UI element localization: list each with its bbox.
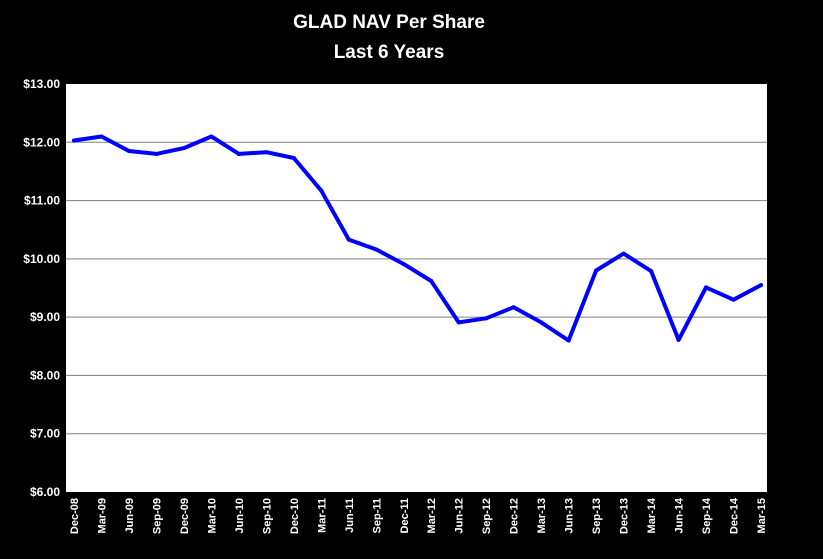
x-tick-label: Sep-11 bbox=[371, 498, 383, 533]
x-tick-label: Sep-12 bbox=[481, 498, 493, 534]
x-tick-label: Mar-09 bbox=[96, 498, 108, 533]
data-point bbox=[72, 138, 76, 143]
data-point bbox=[429, 279, 434, 284]
data-point bbox=[731, 297, 736, 302]
data-point bbox=[594, 268, 599, 273]
x-tick-label: Dec-14 bbox=[729, 497, 741, 534]
chart-title: GLAD NAV Per Share bbox=[293, 12, 485, 33]
x-tick-label: Sep-13 bbox=[591, 498, 603, 534]
y-tick-label: $9.00 bbox=[30, 310, 60, 324]
y-tick-label: $12.00 bbox=[23, 135, 60, 149]
y-tick-label: $13.00 bbox=[23, 77, 60, 91]
x-tick-label: Mar-11 bbox=[316, 498, 328, 533]
data-point bbox=[319, 188, 324, 193]
data-point bbox=[539, 320, 544, 325]
data-point bbox=[759, 283, 763, 288]
x-tick-label: Sep-14 bbox=[701, 497, 713, 534]
data-point bbox=[126, 149, 131, 154]
x-tick-label: Sep-10 bbox=[261, 498, 273, 534]
x-tick-label: Mar-10 bbox=[206, 498, 218, 533]
y-tick-label: $10.00 bbox=[23, 252, 60, 266]
x-tick-label: Mar-15 bbox=[756, 498, 768, 533]
data-point bbox=[99, 134, 104, 139]
data-point bbox=[291, 156, 296, 161]
data-point bbox=[676, 337, 681, 342]
data-point bbox=[456, 320, 461, 325]
data-point bbox=[401, 262, 406, 267]
x-tick-label: Jun-09 bbox=[124, 498, 136, 533]
gridlines bbox=[66, 141, 767, 435]
x-tick-label: Jun-12 bbox=[454, 498, 466, 533]
data-point bbox=[374, 247, 379, 252]
data-point bbox=[621, 251, 626, 256]
x-tick-label: Dec-12 bbox=[509, 498, 521, 534]
x-tick-label: Dec-10 bbox=[289, 498, 301, 534]
x-tick-label: Mar-12 bbox=[426, 498, 438, 533]
x-tick-label: Mar-14 bbox=[646, 497, 658, 533]
data-point bbox=[704, 285, 709, 290]
series-layer bbox=[72, 134, 763, 343]
x-tick-label: Mar-13 bbox=[536, 498, 548, 533]
data-point bbox=[649, 269, 654, 274]
data-point bbox=[154, 151, 159, 156]
x-tick-label: Jun-13 bbox=[564, 498, 576, 533]
plot-area bbox=[66, 84, 767, 492]
data-point bbox=[181, 146, 186, 151]
y-tick-label: $7.00 bbox=[30, 427, 60, 441]
data-point bbox=[264, 150, 269, 155]
x-tick-label: Jun-11 bbox=[344, 498, 356, 533]
x-tick-label: Jun-10 bbox=[234, 498, 246, 533]
data-point bbox=[346, 237, 351, 242]
x-tick-label: Sep-09 bbox=[151, 498, 163, 534]
x-tick-label: Dec-08 bbox=[69, 498, 81, 534]
y-tick-label: $8.00 bbox=[30, 368, 60, 382]
chart-subtitle: Last 6 Years bbox=[334, 42, 445, 63]
y-tick-label: $11.00 bbox=[24, 194, 60, 208]
data-point bbox=[484, 316, 489, 321]
x-tick-label: Dec-13 bbox=[619, 498, 631, 534]
x-tick-label: Dec-09 bbox=[179, 498, 191, 534]
data-point bbox=[566, 338, 571, 343]
series-line bbox=[72, 134, 763, 343]
y-tick-label: $6.00 bbox=[30, 485, 60, 499]
y-axis-ticks: $6.00 $7.00 $8.00 $9.00 $10.00 $11.00 $12.00 $1… bbox=[23, 77, 60, 499]
x-axis-ticks: Dec-08 Mar-09 Jun-09 Sep-09 Dec-09 Mar-10 Jun-… bbox=[69, 497, 768, 534]
data-point bbox=[236, 151, 241, 156]
data-point bbox=[209, 134, 214, 139]
x-tick-label: Dec-11 bbox=[399, 498, 411, 533]
x-tick-label: Jun-14 bbox=[674, 497, 686, 533]
data-point bbox=[511, 305, 516, 310]
